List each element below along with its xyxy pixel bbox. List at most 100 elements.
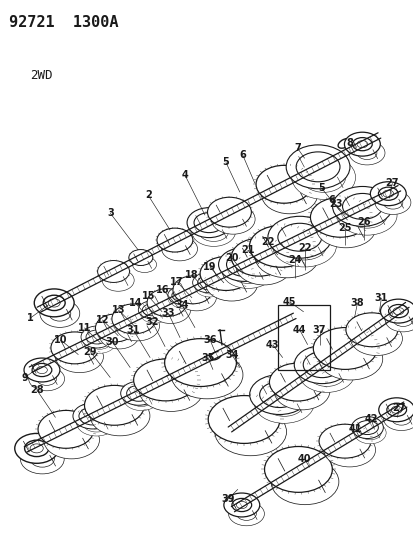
Ellipse shape [295,152,339,182]
Text: 43: 43 [266,340,279,350]
Text: 25: 25 [337,223,351,233]
Text: 13: 13 [111,305,125,315]
Ellipse shape [374,190,410,214]
Ellipse shape [282,232,325,260]
Ellipse shape [73,403,113,429]
Text: 20: 20 [225,253,238,263]
Text: 16: 16 [156,285,169,295]
Text: 35: 35 [201,353,214,362]
Ellipse shape [198,222,228,241]
Ellipse shape [83,332,116,353]
Text: 7: 7 [294,143,300,154]
Ellipse shape [129,391,153,407]
Text: 33: 33 [161,308,174,318]
Text: 18: 18 [185,270,198,280]
Ellipse shape [99,321,139,349]
Ellipse shape [332,187,392,227]
Ellipse shape [84,385,144,425]
Text: 32: 32 [145,317,159,327]
Ellipse shape [230,260,266,284]
Text: 23: 23 [328,199,342,209]
Text: 27: 27 [392,402,405,413]
Ellipse shape [391,412,410,425]
Ellipse shape [291,156,355,199]
Text: 2: 2 [145,190,151,200]
Ellipse shape [342,193,382,220]
Ellipse shape [392,308,403,314]
Ellipse shape [350,321,401,356]
Ellipse shape [264,447,332,492]
Text: 28: 28 [30,385,43,394]
Ellipse shape [95,314,135,342]
Ellipse shape [254,236,318,278]
Ellipse shape [15,433,59,463]
Ellipse shape [235,247,291,285]
Text: 4: 4 [181,171,188,180]
Ellipse shape [254,383,313,423]
Ellipse shape [161,237,197,261]
Ellipse shape [294,346,349,384]
Text: 2WD: 2WD [31,69,53,82]
Text: 40: 40 [297,454,311,464]
Ellipse shape [128,249,152,265]
Ellipse shape [36,366,47,374]
Ellipse shape [150,296,190,324]
Ellipse shape [378,398,413,422]
Ellipse shape [24,440,49,457]
Text: 34: 34 [225,350,238,360]
Ellipse shape [384,308,413,332]
Ellipse shape [273,372,329,410]
Ellipse shape [382,407,413,431]
Ellipse shape [347,202,386,228]
Ellipse shape [207,197,251,227]
Ellipse shape [236,507,256,520]
Ellipse shape [51,332,99,364]
Ellipse shape [79,407,107,425]
Ellipse shape [302,352,340,377]
Text: 22: 22 [297,243,311,253]
Ellipse shape [337,195,396,235]
Text: 31: 31 [374,293,387,303]
Text: 39: 39 [221,494,234,504]
Ellipse shape [43,295,65,311]
Ellipse shape [214,408,286,456]
Ellipse shape [34,289,74,317]
Ellipse shape [356,421,377,434]
Ellipse shape [351,138,371,151]
Text: 5: 5 [318,183,324,193]
Ellipse shape [126,385,150,401]
Text: 27: 27 [385,178,398,188]
Ellipse shape [354,422,385,444]
Ellipse shape [139,369,202,411]
Ellipse shape [171,289,191,301]
Ellipse shape [345,313,397,347]
Ellipse shape [228,502,264,526]
Ellipse shape [157,228,192,252]
Ellipse shape [208,395,279,443]
Ellipse shape [97,261,129,282]
Text: 8: 8 [345,139,352,148]
Ellipse shape [194,213,223,232]
Ellipse shape [147,288,187,317]
Ellipse shape [388,304,407,318]
Ellipse shape [48,298,60,307]
Ellipse shape [356,141,367,148]
Text: 30: 30 [105,337,119,347]
Ellipse shape [30,444,43,453]
Ellipse shape [318,338,382,380]
Ellipse shape [197,276,217,289]
Ellipse shape [32,364,52,377]
Text: 5: 5 [222,157,229,167]
Ellipse shape [142,304,162,316]
Ellipse shape [24,358,60,382]
Ellipse shape [382,196,402,209]
Ellipse shape [249,225,313,267]
Ellipse shape [285,145,349,189]
Ellipse shape [259,382,299,408]
Ellipse shape [351,417,382,439]
Ellipse shape [348,141,384,165]
Ellipse shape [30,451,54,467]
Ellipse shape [380,299,413,323]
Text: 44: 44 [292,325,306,335]
Ellipse shape [231,238,287,276]
